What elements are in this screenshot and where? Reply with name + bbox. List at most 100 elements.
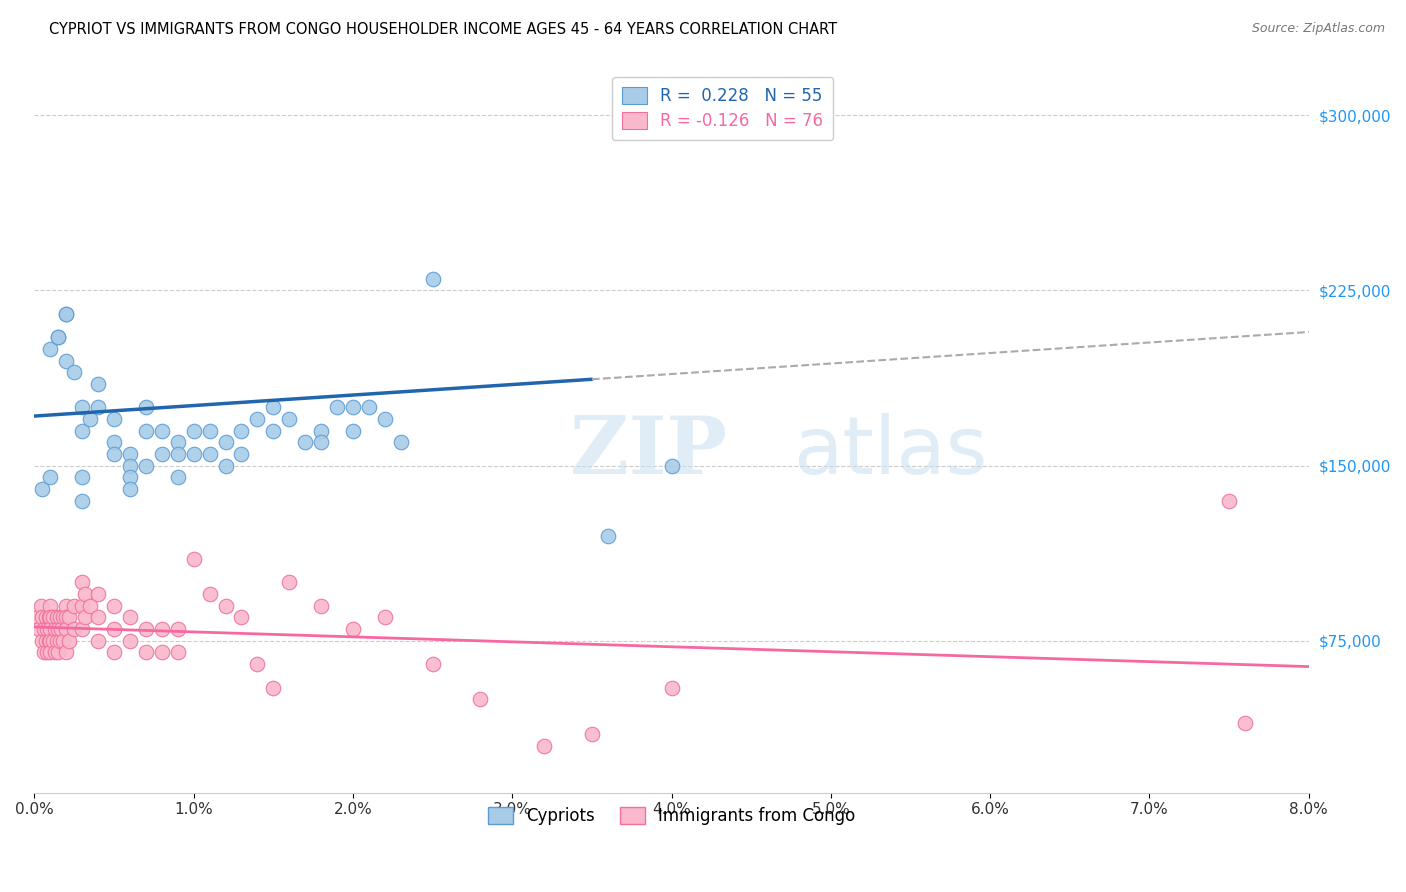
Point — [44, 646, 66, 660]
Point — [262, 424, 284, 438]
Point — [183, 447, 205, 461]
Point — [103, 599, 125, 613]
Point — [37, 622, 59, 636]
Point — [214, 458, 236, 473]
Point — [150, 447, 173, 461]
Point — [70, 401, 93, 415]
Point — [342, 424, 364, 438]
Point — [183, 552, 205, 566]
Point — [52, 633, 75, 648]
Point — [262, 401, 284, 415]
Point — [34, 633, 56, 648]
Point — [1218, 493, 1240, 508]
Point — [42, 633, 65, 648]
Point — [70, 493, 93, 508]
Point — [103, 412, 125, 426]
Point — [30, 599, 52, 613]
Point — [51, 622, 73, 636]
Point — [183, 424, 205, 438]
Point — [45, 633, 67, 648]
Point — [87, 401, 110, 415]
Point — [231, 447, 253, 461]
Point — [52, 610, 75, 624]
Point — [103, 646, 125, 660]
Point — [342, 622, 364, 636]
Point — [118, 447, 141, 461]
Text: CYPRIOT VS IMMIGRANTS FROM CONGO HOUSEHOLDER INCOME AGES 45 - 64 YEARS CORRELATI: CYPRIOT VS IMMIGRANTS FROM CONGO HOUSEHO… — [49, 22, 838, 37]
Point — [309, 599, 332, 613]
Point — [75, 610, 97, 624]
Point — [39, 646, 62, 660]
Point — [135, 646, 157, 660]
Point — [58, 633, 80, 648]
Point — [46, 622, 69, 636]
Point — [118, 610, 141, 624]
Point — [596, 529, 619, 543]
Point — [661, 458, 683, 473]
Point — [135, 401, 157, 415]
Point — [55, 599, 77, 613]
Point — [70, 599, 93, 613]
Point — [55, 646, 77, 660]
Point — [374, 610, 396, 624]
Point — [70, 424, 93, 438]
Point — [470, 692, 492, 706]
Point — [262, 681, 284, 695]
Point — [39, 470, 62, 484]
Point — [278, 575, 301, 590]
Point — [581, 727, 603, 741]
Point — [118, 633, 141, 648]
Point — [166, 646, 188, 660]
Point — [70, 575, 93, 590]
Point — [231, 610, 253, 624]
Text: atlas: atlas — [793, 413, 987, 491]
Point — [422, 272, 444, 286]
Point — [63, 365, 86, 379]
Point — [135, 424, 157, 438]
Point — [309, 435, 332, 450]
Point — [246, 657, 269, 672]
Point — [46, 646, 69, 660]
Point — [55, 610, 77, 624]
Point — [39, 610, 62, 624]
Point — [38, 633, 60, 648]
Point — [422, 657, 444, 672]
Point — [39, 622, 62, 636]
Point — [166, 622, 188, 636]
Point — [38, 610, 60, 624]
Point — [55, 353, 77, 368]
Point — [294, 435, 316, 450]
Point — [118, 482, 141, 496]
Point — [533, 739, 555, 753]
Point — [31, 610, 53, 624]
Point — [135, 622, 157, 636]
Legend: Cypriots, Immigrants from Congo: Cypriots, Immigrants from Congo — [478, 797, 866, 835]
Point — [166, 435, 188, 450]
Point — [58, 610, 80, 624]
Point — [198, 587, 221, 601]
Point — [55, 622, 77, 636]
Point — [150, 622, 173, 636]
Point — [32, 622, 55, 636]
Point — [46, 330, 69, 344]
Point — [166, 447, 188, 461]
Point — [55, 307, 77, 321]
Point — [661, 681, 683, 695]
Point — [70, 470, 93, 484]
Text: Source: ZipAtlas.com: Source: ZipAtlas.com — [1251, 22, 1385, 36]
Point — [1234, 715, 1257, 730]
Point — [103, 435, 125, 450]
Point — [389, 435, 412, 450]
Point — [374, 412, 396, 426]
Point — [87, 587, 110, 601]
Point — [49, 610, 72, 624]
Point — [32, 646, 55, 660]
Point — [118, 470, 141, 484]
Point — [150, 646, 173, 660]
Point — [39, 342, 62, 356]
Point — [118, 458, 141, 473]
Point — [55, 307, 77, 321]
Point — [166, 470, 188, 484]
Point — [214, 599, 236, 613]
Point — [357, 401, 380, 415]
